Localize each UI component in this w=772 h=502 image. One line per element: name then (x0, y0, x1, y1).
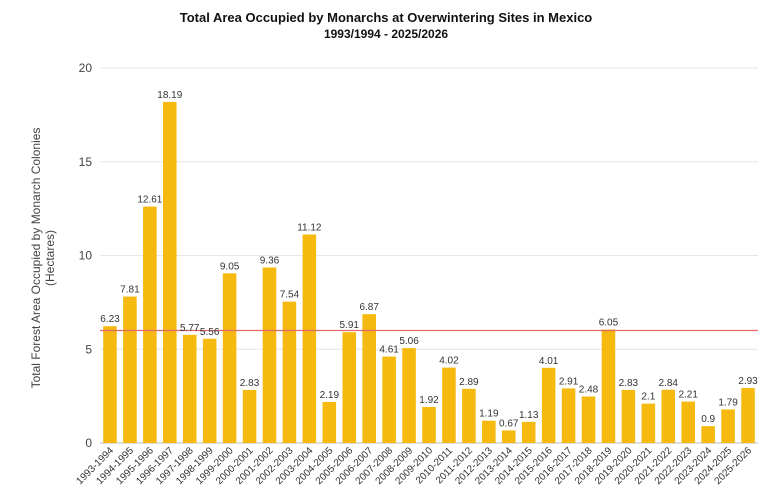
bar (462, 388, 476, 443)
data-label: 7.81 (120, 285, 140, 296)
bar (103, 326, 117, 443)
data-label: 4.01 (539, 356, 559, 367)
bar (661, 389, 676, 443)
data-label: 1.19 (479, 409, 499, 420)
y-tick-label: 5 (85, 342, 92, 356)
y-axis-title-line1: Total Forest Area Occupied by Monarch Co… (29, 128, 43, 389)
y-axis-title: Total Forest Area Occupied by Monarch Co… (29, 128, 57, 389)
data-label: 1.92 (419, 395, 439, 406)
bar (382, 356, 396, 443)
data-label: 6.05 (599, 318, 619, 329)
data-label: 2.21 (678, 390, 698, 401)
data-label: 7.54 (280, 290, 300, 301)
data-label: 0.67 (499, 418, 519, 429)
data-label: 4.02 (439, 356, 459, 367)
bar (342, 332, 357, 443)
bar (163, 101, 177, 443)
bar (402, 348, 416, 443)
bars (103, 101, 755, 443)
bar (641, 403, 656, 443)
y-tick-label: 10 (79, 249, 93, 263)
data-label: 2.1 (641, 392, 655, 403)
y-tick-label: 0 (85, 436, 92, 450)
data-label: 2.19 (320, 390, 340, 401)
bar (561, 388, 576, 443)
data-label: 5.06 (399, 336, 419, 347)
data-label: 0.9 (701, 414, 715, 425)
bar (621, 389, 636, 443)
y-axis-title-line2: (Hectares) (43, 230, 57, 286)
chart-title: Total Area Occupied by Monarchs at Overw… (179, 10, 593, 25)
data-label: 2.84 (659, 378, 679, 389)
data-label: 2.91 (559, 376, 579, 387)
data-label: 6.23 (100, 314, 120, 325)
bar (741, 388, 755, 443)
bar (143, 206, 157, 443)
bar (501, 430, 516, 443)
data-label: 6.87 (359, 302, 379, 313)
data-label: 11.12 (297, 223, 322, 234)
bar (222, 273, 237, 443)
bar (521, 421, 536, 443)
y-axis-ticks: 0 5 10 15 20 (79, 61, 93, 450)
data-label: 2.48 (579, 385, 599, 396)
data-label: 2.83 (240, 378, 260, 389)
data-label: 12.61 (137, 195, 162, 206)
bar (581, 396, 596, 443)
bar (242, 389, 257, 443)
data-label: 9.05 (220, 261, 240, 272)
bar (182, 334, 197, 443)
chart-subtitle: 1993/1994 - 2025/2026 (323, 27, 449, 41)
data-label: 4.61 (379, 345, 399, 356)
data-label: 18.19 (157, 90, 182, 101)
data-label: 1.13 (519, 410, 539, 421)
bar (322, 401, 337, 443)
bar (302, 234, 317, 443)
bar (681, 401, 695, 443)
bar (701, 426, 715, 443)
data-label: 1.79 (718, 397, 738, 408)
x-axis-labels: 1993-19941994-19951995-19961996-19971997… (74, 445, 754, 487)
bar (202, 338, 217, 443)
bar (282, 301, 297, 443)
data-label: 9.36 (260, 256, 280, 267)
y-tick-label: 15 (79, 155, 93, 169)
data-label: 2.83 (619, 378, 639, 389)
data-label: 2.89 (459, 377, 479, 388)
bar (442, 367, 456, 443)
bar (262, 267, 277, 443)
data-label: 5.77 (180, 323, 200, 334)
y-tick-label: 20 (79, 61, 93, 75)
bar (123, 296, 137, 443)
bar (721, 409, 735, 443)
bar (362, 314, 376, 443)
data-label: 5.91 (340, 320, 360, 331)
bar (422, 407, 436, 443)
data-label: 2.93 (738, 376, 758, 387)
data-label: 5.56 (200, 327, 220, 338)
bar (482, 420, 496, 443)
bar (601, 329, 616, 443)
data-labels: 6.23 7.81 12.61 18.19 5.77 5.56 9.05 2.83 9.36 7.… (100, 90, 758, 430)
bar (541, 367, 556, 443)
